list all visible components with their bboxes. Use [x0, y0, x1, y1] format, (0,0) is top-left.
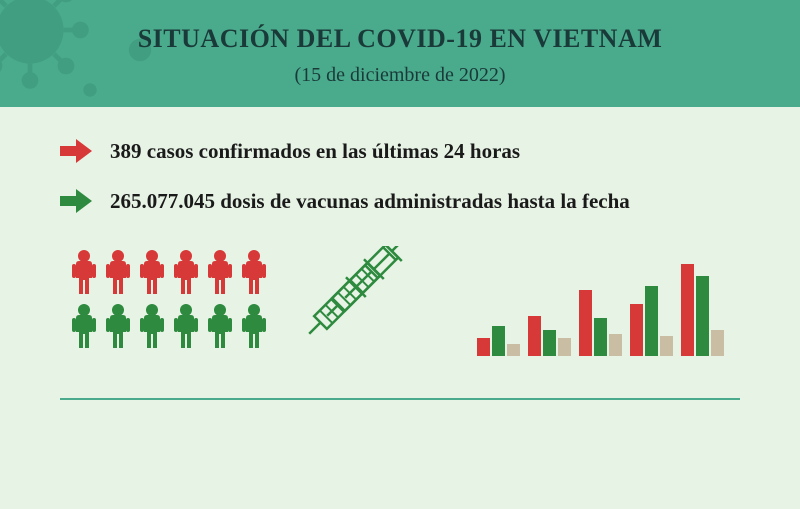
stat-cases-text: 389 casos confirmados en las últimas 24 …	[110, 137, 520, 165]
bar-group	[528, 316, 571, 356]
bar	[528, 316, 541, 356]
people-icon-group	[70, 246, 280, 356]
stat-row-cases: 389 casos confirmados en las últimas 24 …	[60, 137, 740, 165]
bar-group	[681, 264, 724, 356]
bar	[507, 344, 520, 356]
bar	[660, 336, 673, 356]
arrow-icon-green	[60, 189, 92, 213]
bar	[711, 330, 724, 356]
bar	[477, 338, 490, 356]
page-date: (15 de diciembre de 2022)	[20, 64, 780, 87]
bar-group	[630, 286, 673, 356]
stat-doses-text: 265.077.045 dosis de vacunas administrad…	[110, 187, 630, 215]
bar	[696, 276, 709, 356]
bar	[492, 326, 505, 356]
page-title: SITUACIÓN DEL COVID-19 EN VIETNAM	[20, 24, 780, 54]
arrow-icon-red	[60, 139, 92, 163]
header-banner: SITUACIÓN DEL COVID-19 EN VIETNAM (15 de…	[0, 0, 800, 107]
syringe-icon-group	[299, 246, 469, 356]
bar-group	[579, 290, 622, 356]
stat-row-doses: 265.077.045 dosis de vacunas administrad…	[60, 187, 740, 215]
bar-chart	[477, 264, 730, 356]
bar	[609, 334, 622, 356]
bar	[558, 338, 571, 356]
bar	[579, 290, 592, 356]
bar-group	[477, 326, 520, 356]
bar	[630, 304, 643, 356]
body-section: 389 casos confirmados en las últimas 24 …	[0, 107, 800, 376]
bar	[681, 264, 694, 356]
graphics-row	[60, 246, 740, 356]
divider-line	[60, 398, 740, 400]
bar	[543, 330, 556, 356]
bar	[645, 286, 658, 356]
bar	[594, 318, 607, 356]
